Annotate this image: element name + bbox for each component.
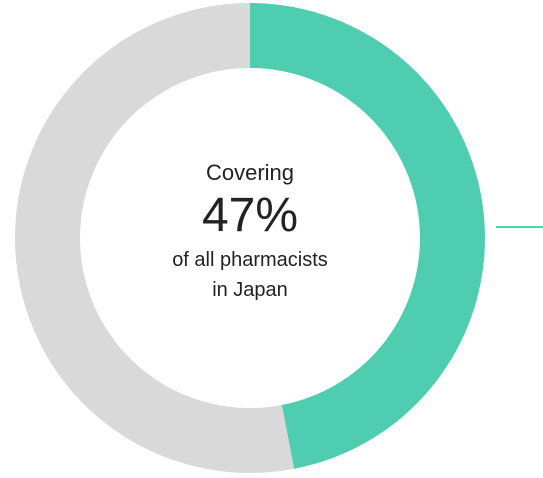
center-line-japan: in Japan (212, 279, 288, 301)
center-line-covering: Covering (205, 160, 295, 185)
donut-slice-remainder (14, 2, 295, 474)
center-label: Covering 47% of all pharmacists in Japan (120, 160, 380, 304)
donut-slice-highlight (250, 3, 485, 469)
center-line-pharmacists: of all pharmacists (172, 249, 328, 271)
center-percentage: 47% (201, 189, 299, 242)
